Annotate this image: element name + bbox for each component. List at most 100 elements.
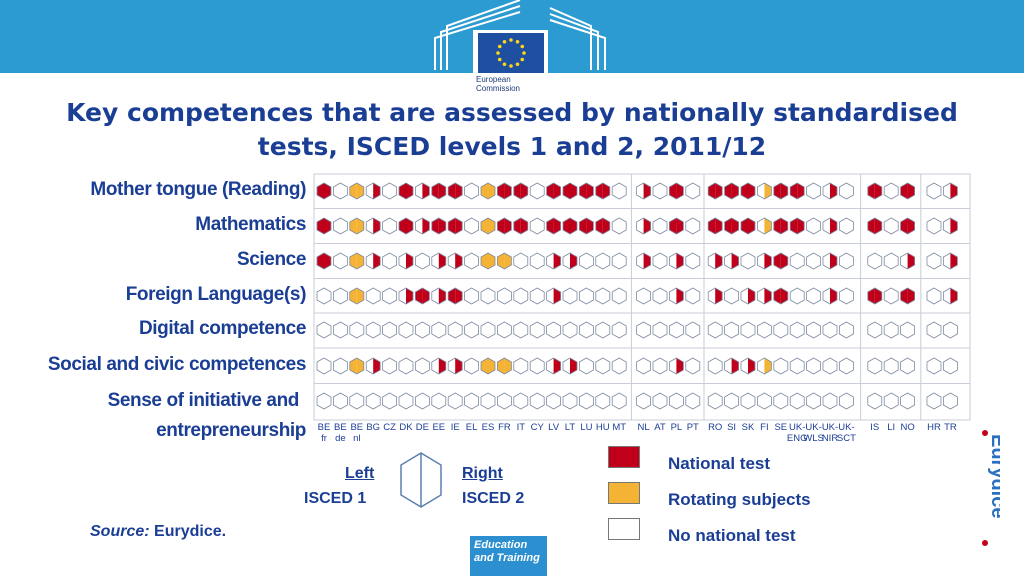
hex-cell	[789, 321, 805, 339]
hex-outline	[652, 357, 668, 375]
hex-cell	[546, 392, 561, 410]
hex-right-half	[602, 393, 610, 409]
hex-outline	[562, 321, 578, 339]
hex-cell	[365, 357, 381, 375]
hex-outline	[943, 287, 958, 305]
hex-left-half	[366, 322, 374, 338]
hex-right-half	[797, 288, 805, 304]
hex-right-half	[356, 393, 364, 409]
country-sub: fr	[321, 433, 327, 444]
hex-cell	[431, 182, 447, 200]
hex-outline	[398, 287, 414, 305]
hex-right-half	[874, 288, 882, 304]
hex-left-half	[806, 218, 814, 234]
hex-left-half	[669, 288, 677, 304]
hex-outline	[398, 252, 414, 270]
hex-left-half	[927, 253, 934, 269]
hex-outline	[611, 287, 627, 305]
hex-right-half	[438, 253, 446, 269]
hex-right-half	[797, 253, 805, 269]
hex-cell	[652, 357, 668, 375]
hex-left-half	[724, 393, 732, 409]
hex-right-half	[780, 288, 788, 304]
hex-left-half	[636, 393, 644, 409]
hex-right-half	[373, 358, 381, 374]
hex-outline	[806, 392, 821, 410]
eu-star	[520, 57, 525, 62]
hex-left-half	[431, 358, 439, 374]
hex-right-half	[764, 322, 772, 338]
hex-outline	[447, 182, 463, 200]
hex-left-half	[867, 218, 875, 234]
hex-cell	[332, 252, 348, 270]
hex-left-half	[757, 288, 765, 304]
hex-cell	[757, 182, 772, 200]
hex-outline	[867, 182, 883, 200]
hex-right-half	[748, 253, 755, 269]
hex-cell	[414, 182, 430, 200]
hex-left-half	[546, 218, 554, 234]
hex-left-half	[708, 183, 716, 199]
hex-cell	[611, 252, 627, 270]
hex-outline	[349, 287, 365, 305]
hex-cell	[529, 357, 545, 375]
hex-outline	[431, 182, 447, 200]
hex-outline	[883, 392, 899, 410]
hex-outline	[740, 321, 756, 339]
hex-outline	[480, 392, 496, 410]
hex-cell	[757, 287, 772, 305]
hex-right-half	[455, 393, 463, 409]
hex-cell	[757, 357, 772, 375]
hex-left-half	[669, 253, 677, 269]
hex-outline	[480, 252, 496, 270]
hex-cell	[740, 321, 756, 339]
hex-right-half	[715, 322, 723, 338]
hex-cell	[349, 182, 365, 200]
hex-cell	[382, 217, 398, 235]
hex-left-half	[333, 322, 341, 338]
hex-cell	[579, 321, 594, 339]
hex-left-half	[900, 322, 908, 338]
hex-left-half	[943, 393, 951, 409]
hex-cell	[789, 252, 805, 270]
hex-right-half	[570, 322, 577, 338]
hex-outline	[496, 252, 512, 270]
hex-right-half	[692, 288, 700, 304]
hex-cell	[529, 392, 545, 410]
country-code: UK-	[822, 422, 838, 433]
hex-outline	[740, 217, 756, 235]
hex-cell	[349, 217, 365, 235]
hex-left-half	[399, 218, 406, 234]
hex-right-half	[373, 218, 381, 234]
hex-right-half	[324, 183, 331, 199]
hex-right-half	[715, 218, 723, 234]
hex-outline	[414, 182, 430, 200]
hex-cell	[332, 217, 348, 235]
hex-right-half	[813, 358, 821, 374]
hex-cell	[724, 357, 739, 375]
hex-outline	[480, 217, 496, 235]
hex-left-half	[530, 322, 538, 338]
hex-outline	[685, 392, 701, 410]
hex-cell	[349, 252, 365, 270]
hex-cell	[349, 357, 365, 375]
hex-cell	[496, 392, 512, 410]
hex-right-half	[471, 253, 479, 269]
hex-left-half	[773, 288, 781, 304]
hex-outline	[365, 182, 381, 200]
hex-right-half	[471, 183, 479, 199]
hex-cell	[382, 392, 398, 410]
hex-outline	[822, 217, 838, 235]
hex-left-half	[317, 358, 324, 374]
hex-outline	[414, 392, 430, 410]
hex-left-half	[382, 183, 390, 199]
hex-cell	[611, 217, 627, 235]
hex-outline	[332, 252, 348, 270]
hex-cell	[349, 392, 365, 410]
hex-left-half	[595, 218, 603, 234]
hex-left-half	[317, 253, 324, 269]
hex-right-half	[715, 358, 723, 374]
hex-right-half	[537, 253, 545, 269]
hex-outline	[839, 182, 854, 200]
